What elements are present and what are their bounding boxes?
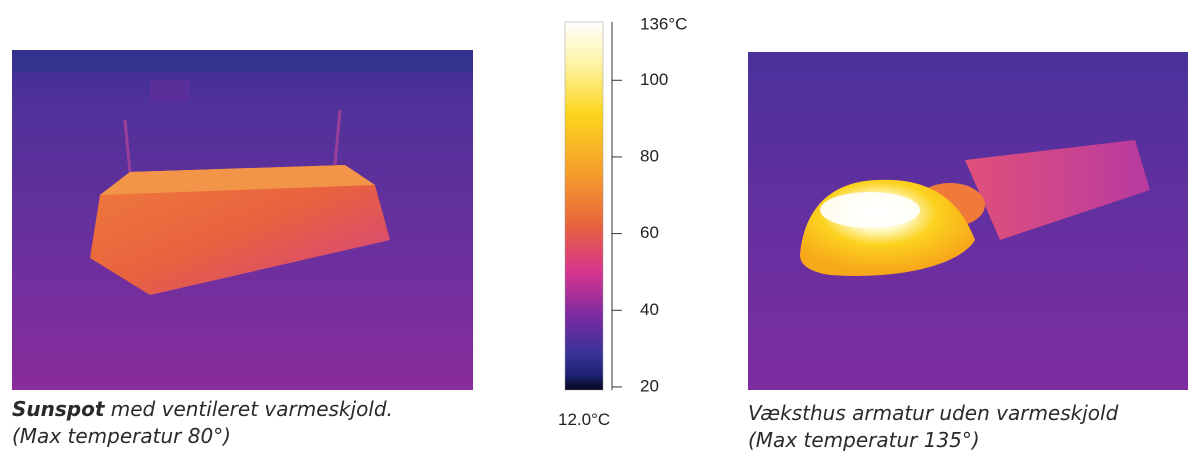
- scale-min-label: 12.0°C: [558, 410, 611, 429]
- caption-text: med ventileret varmeskjold.: [110, 397, 393, 421]
- scale-max-label: 136°C: [640, 14, 687, 33]
- left-caption: Sunspot med ventileret varmeskjold. (Max…: [12, 396, 393, 450]
- tick-label: 40: [640, 300, 659, 319]
- right-thermal-image: [748, 52, 1188, 390]
- caption-text: (Max temperatur 80°): [12, 424, 231, 448]
- tick-label: 60: [640, 223, 659, 242]
- tick-label: 20: [640, 376, 659, 395]
- color-scale: [564, 21, 604, 391]
- tick-label: 100: [640, 70, 668, 89]
- caption-bold: Sunspot: [12, 397, 105, 421]
- tick-label: 80: [640, 146, 659, 165]
- caption-text: (Max temperatur 135°): [748, 428, 980, 452]
- caption-text: Væksthus armatur uden varmeskjold: [748, 401, 1119, 425]
- right-caption: Væksthus armatur uden varmeskjold (Max t…: [748, 400, 1118, 454]
- left-thermal-image: [12, 50, 473, 390]
